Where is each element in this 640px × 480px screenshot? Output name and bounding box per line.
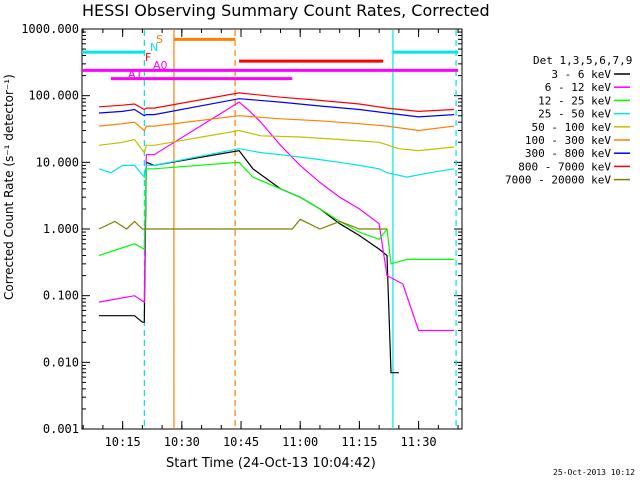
legend-entry: 12 - 25 keV (538, 94, 611, 107)
series-line-8 (98, 92, 455, 113)
y-tick-label: 0.100 (43, 289, 79, 303)
flag-label-s: S (156, 33, 163, 46)
x-tick-label: 11:00 (282, 435, 318, 449)
legend-entry: 50 - 100 keV (532, 121, 612, 134)
series-line-7 (98, 98, 455, 118)
series-line-4 (98, 148, 455, 179)
x-tick-label: 10:30 (164, 435, 200, 449)
y-tick-label: 1000.000 (21, 22, 79, 36)
x-tick-label: 10:45 (223, 435, 259, 449)
x-tick-label: 10:15 (105, 435, 141, 449)
y-tick-label: 10.000 (36, 155, 79, 169)
x-axis: 10:15 10:30 10:45 11:00 11:15 11:30 (82, 29, 459, 449)
y-tick-label: 1.000 (43, 222, 79, 236)
legend-entry: 7000 - 20000 keV (505, 174, 611, 187)
chart-title: HESSI Observing Summary Count Rates, Cor… (82, 1, 490, 20)
legend-entry: 800 - 7000 keV (518, 160, 611, 173)
flag-labels: S N F A0 A1 (128, 33, 168, 81)
y-axis-label: Corrected Count Rate (s⁻¹ detector⁻¹) (2, 74, 16, 300)
legend-title: Det 1,3,5,6,7,9 (533, 54, 632, 67)
y-tick-label: 0.001 (43, 422, 79, 436)
flag-label-a1: A1 (128, 68, 143, 81)
y-tick-label: 0.010 (43, 355, 79, 369)
x-axis-label: Start Time (24-Oct-13 10:04:42) (166, 456, 376, 471)
legend-entry: 25 - 50 keV (538, 108, 611, 121)
y-axis: 0.001 0.010 0.100 1.000 10.000 100.000 1000.00… (21, 22, 462, 436)
series-line-9 (98, 218, 387, 230)
series-line-3 (98, 161, 455, 265)
legend-entry: 300 - 800 keV (525, 147, 611, 160)
x-tick-label: 11:30 (401, 435, 437, 449)
timestamp: 25-Oct-2013 10:12 (553, 468, 635, 477)
x-tick-label: 11:15 (341, 435, 377, 449)
flag-label-n: N (150, 41, 158, 54)
y-tick-label: 100.000 (28, 89, 79, 103)
legend-entry: 6 - 12 keV (545, 81, 612, 94)
flag-label-a0: A0 (153, 59, 168, 72)
series-line-5 (98, 129, 455, 154)
flag-label-f: F (145, 51, 151, 64)
flag-bars (82, 37, 459, 81)
legend-entry: 100 - 300 keV (525, 134, 611, 147)
series-line-6 (98, 115, 455, 132)
series-lines (98, 92, 455, 374)
legend-entry: 3 - 6 keV (551, 68, 611, 81)
